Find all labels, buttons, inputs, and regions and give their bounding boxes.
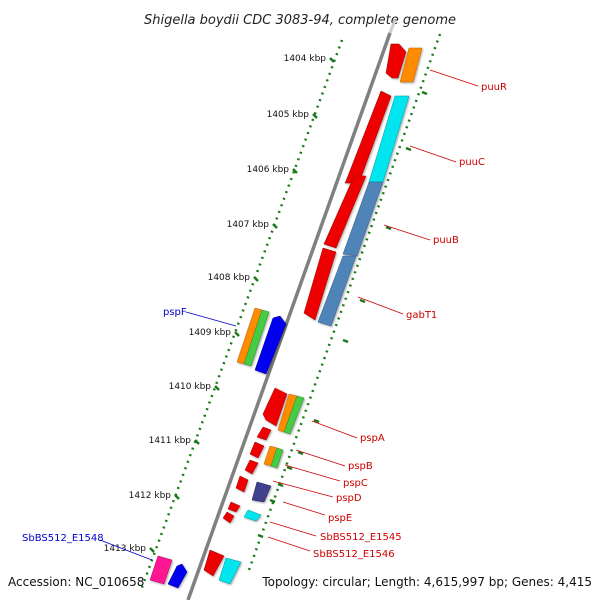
gene-pspB-green[interactable] [270,447,284,469]
gene-label-pspF[interactable]: pspF [163,307,187,318]
scale-tick [421,90,428,96]
kbp-tick [253,276,259,282]
gene-pspC[interactable] [244,459,259,475]
kbp-tick [329,57,335,63]
gene-red-puuP[interactable] [385,43,407,79]
gene-cyan-bottom[interactable] [218,557,242,585]
gene-label-SbBS512_E1548[interactable]: SbBS512_E1548 [22,533,104,544]
gene-SbBS512_E1546[interactable] [222,511,235,524]
gene-label-puuC[interactable]: puuC [459,157,485,168]
gene-label-SbBS512_E1546[interactable]: SbBS512_E1546 [313,549,395,560]
kbp-label: 1408 kbp [208,273,251,283]
map-title: Shigella boydii CDC 3083-94, complete ge… [144,13,456,28]
kbp-label: 1407 kbp [227,220,270,230]
kbp-tick [194,439,200,445]
gene-pspD[interactable] [251,481,272,503]
gene-label-pspE[interactable]: pspE [328,513,352,524]
kbp-tick [234,331,240,337]
accession-label: Accession: NC_010658 [8,575,144,589]
kbp-label: 1411 kbp [149,436,192,446]
scale-tick [359,298,366,304]
gene-SbBS512_E1548[interactable] [149,555,173,585]
scale-tick [286,465,293,471]
gene-pspA-green[interactable] [283,395,305,435]
scale-tick [385,225,392,231]
gene-label-pspC[interactable]: pspC [343,478,368,489]
kbp-label: 1405 kbp [267,110,310,120]
gene-label-layer: puuR puuC puuB gabT1 pspF pspA pspB pspC… [22,69,507,561]
gene-blue-bottom[interactable] [167,563,188,589]
kbp-label: 1410 kbp [169,382,212,392]
gene-pspE[interactable] [227,501,241,513]
kbp-label: 1412 kbp [129,491,172,501]
gene-pspF[interactable] [254,315,287,375]
scale-tick [405,146,412,152]
kbp-tick [149,547,155,553]
scale-tick [313,418,320,424]
scale-tick [297,450,304,456]
genome-backbone [186,19,397,600]
kbp-tick [292,168,298,174]
scale-tick [257,533,264,539]
kbp-label: 1404 kbp [284,54,327,64]
gene-label-pspD[interactable]: pspD [336,493,362,504]
gene-label-pspA[interactable]: pspA [360,433,385,444]
kbp-label: 1409 kbp [189,328,232,338]
gene-red-puuD[interactable] [323,175,367,249]
gene-label-puuR[interactable]: puuR [481,82,507,93]
gene-label-puuB[interactable]: puuB [433,235,459,246]
gene-label-SbBS512_E1545[interactable]: SbBS512_E1545 [320,532,402,543]
kbp-tick [272,223,278,229]
gene-puuB[interactable] [342,181,384,257]
scale-tick [342,338,349,344]
gene-pspF-green[interactable] [243,309,270,367]
kbp-tick [174,494,180,500]
gene-label-gabT1[interactable]: gabT1 [406,310,437,321]
gene-red-small-1[interactable] [256,426,272,441]
kbp-label: 1406 kbp [247,165,290,175]
topology-summary: Topology: circular; Length: 4,615,997 bp… [261,575,592,589]
scale-tick [277,482,284,488]
gene-gabT1[interactable] [317,255,357,327]
gene-red-ycjX[interactable] [262,387,288,427]
gene-pspD-red[interactable] [235,475,249,493]
kbp-tick-marks: 1404 kbp 1405 kbp 1406 kbp 1407 kbp 1408… [104,54,428,554]
gene-red-bottom[interactable] [203,549,225,577]
scale-tick [269,498,276,504]
kbp-tick [312,113,318,119]
gene-SbBS512_E1545[interactable] [243,509,262,522]
gene-label-pspB[interactable]: pspB [348,461,373,472]
kbp-tick [214,385,220,391]
gene-red-small-2[interactable] [249,441,265,459]
gene-red-puuE[interactable] [303,247,337,321]
gene-puuR[interactable] [399,47,423,83]
kbp-label: 1413 kbp [104,544,147,554]
